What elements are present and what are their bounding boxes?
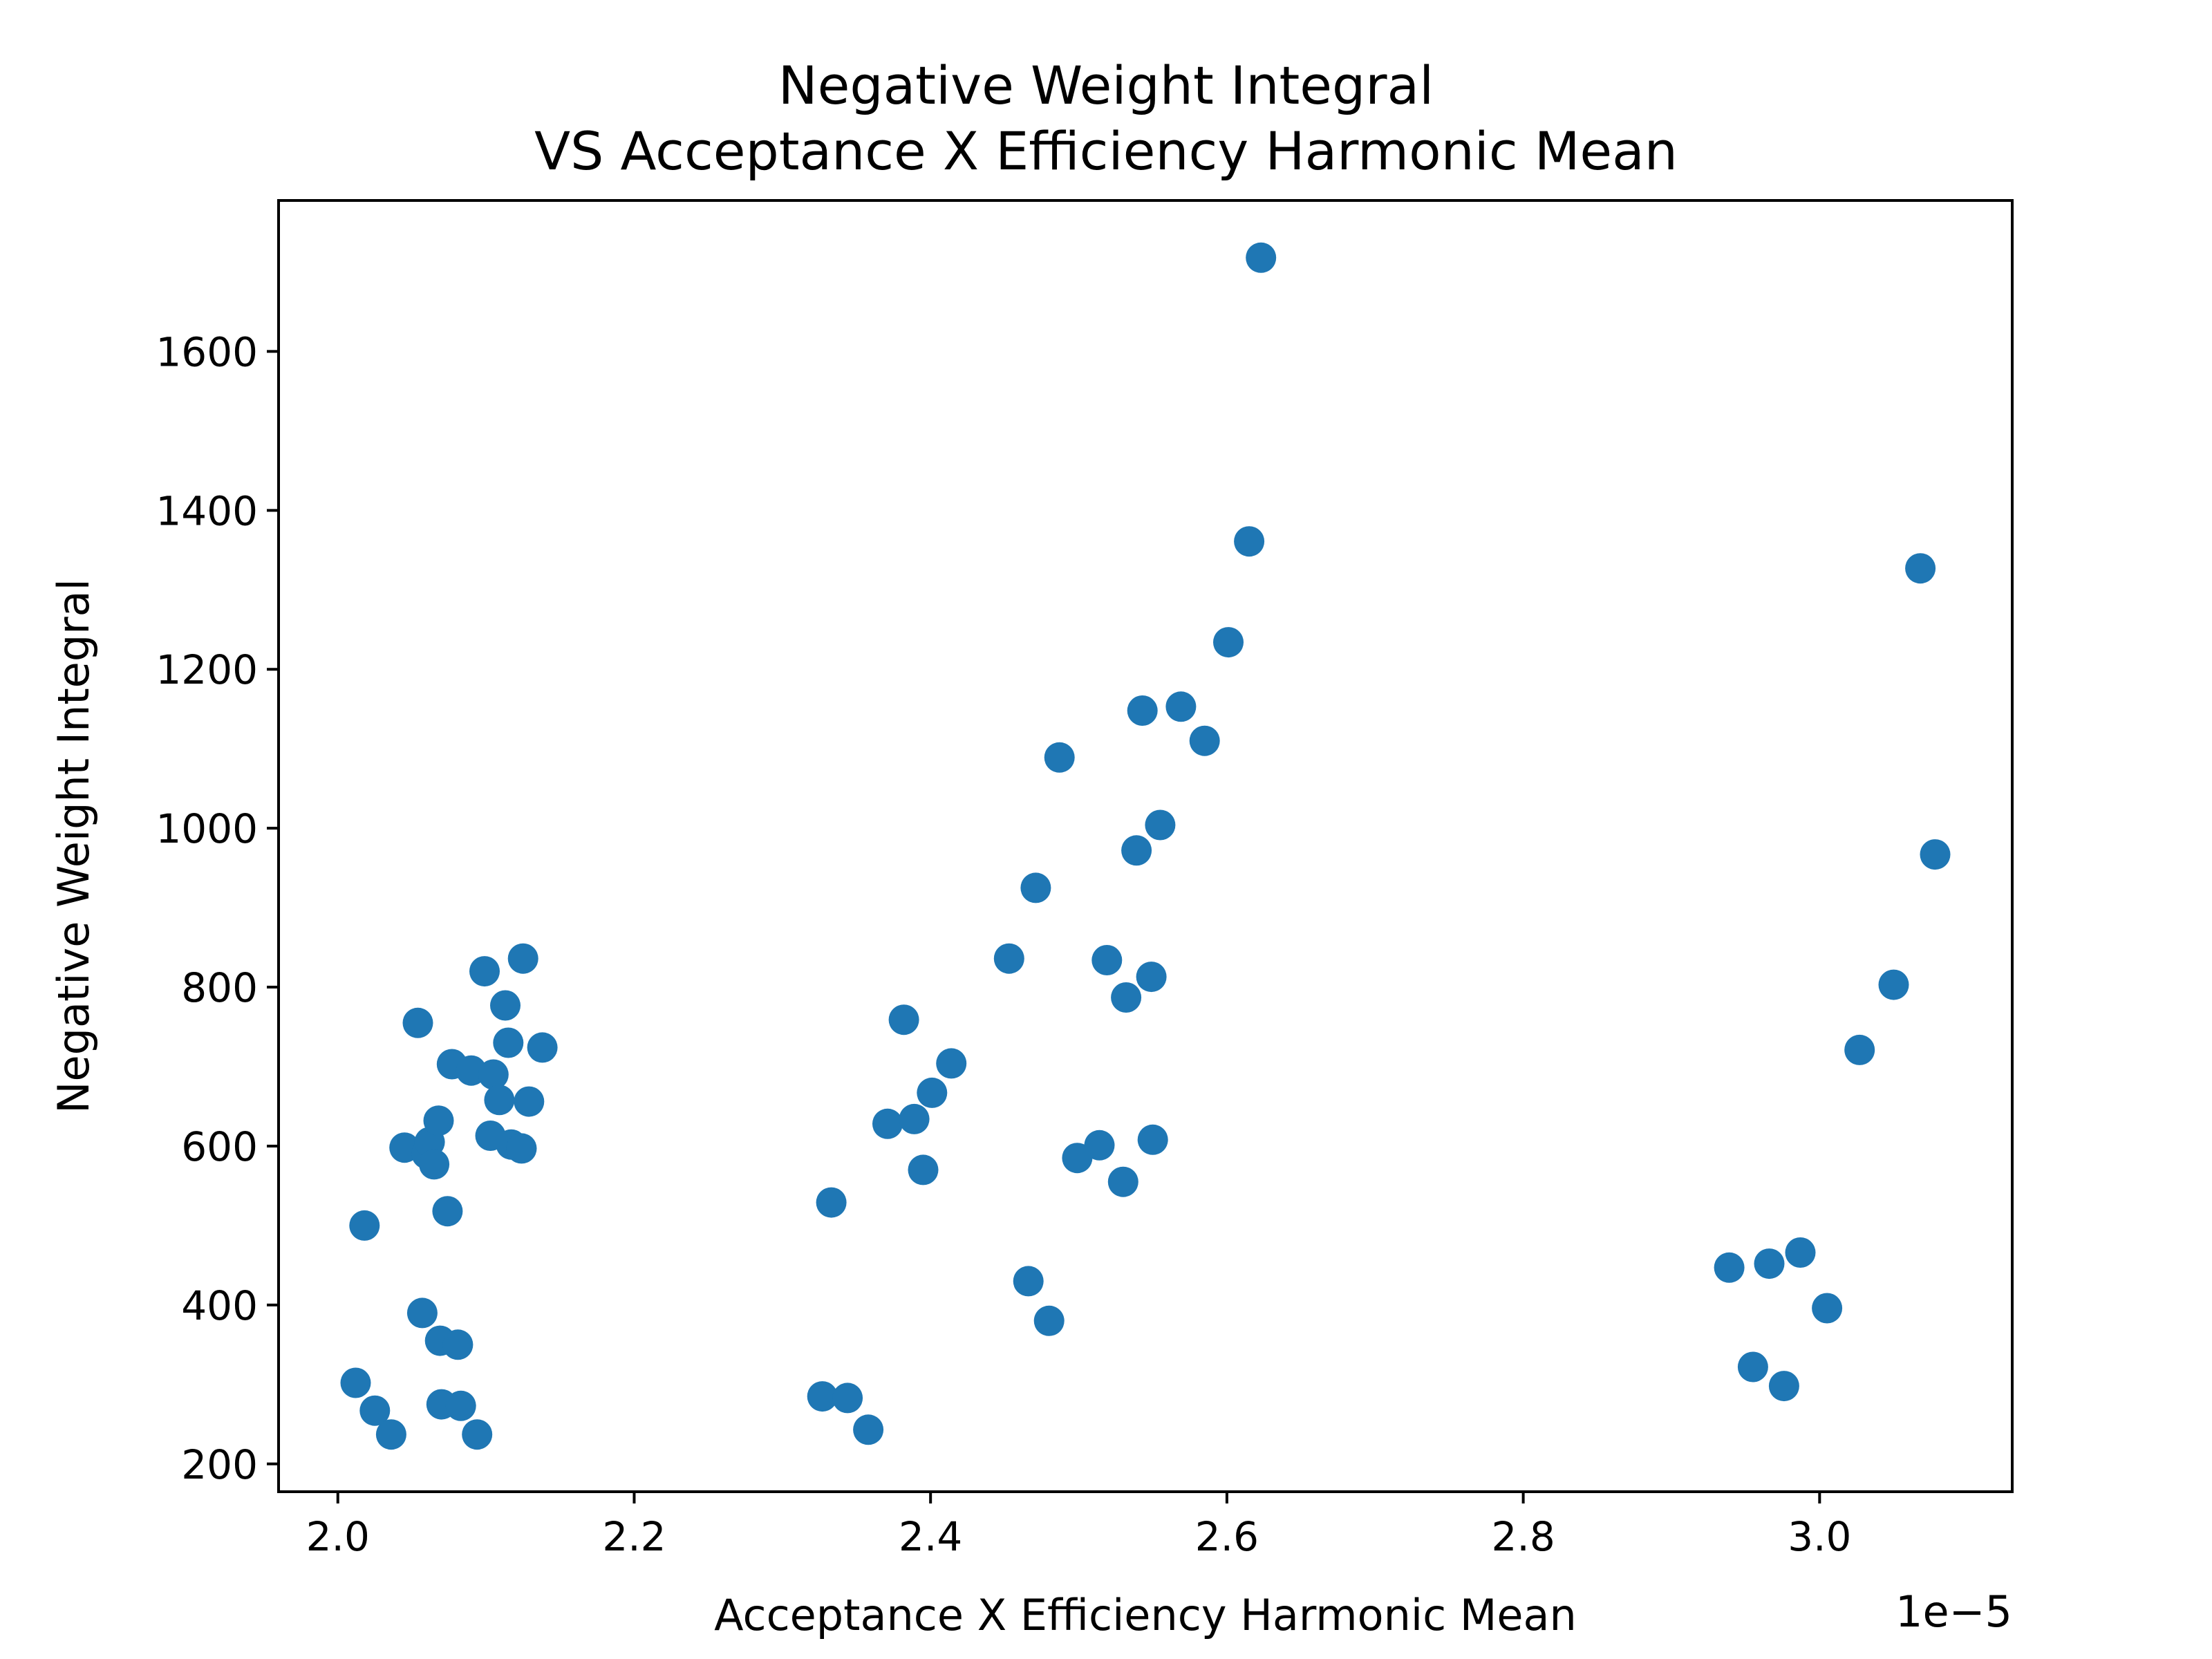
data-point bbox=[419, 1149, 450, 1180]
data-point bbox=[507, 943, 538, 974]
data-point bbox=[1136, 962, 1167, 993]
data-point bbox=[1091, 945, 1123, 975]
data-point bbox=[478, 1059, 509, 1090]
chart-title-line-1: Negative Weight Integral bbox=[778, 55, 1434, 116]
data-points-group bbox=[340, 242, 1951, 1450]
data-point bbox=[853, 1414, 884, 1445]
data-point bbox=[490, 990, 521, 1021]
data-point bbox=[1714, 1252, 1745, 1283]
plot-area-frame bbox=[277, 199, 2014, 1493]
x-axis-label: Acceptance X Efficiency Harmonic Mean bbox=[714, 1590, 1577, 1640]
data-point bbox=[807, 1381, 838, 1412]
data-point bbox=[506, 1133, 537, 1164]
data-point bbox=[359, 1395, 391, 1426]
data-point bbox=[1920, 839, 1951, 870]
data-point bbox=[1044, 742, 1075, 773]
data-point bbox=[1062, 1143, 1093, 1174]
data-point bbox=[917, 1077, 948, 1108]
data-point bbox=[340, 1367, 371, 1398]
data-point bbox=[1165, 691, 1197, 722]
data-point bbox=[1234, 526, 1265, 557]
y-tick-label: 1400 bbox=[156, 487, 258, 534]
data-point bbox=[1737, 1351, 1768, 1382]
data-point bbox=[1213, 627, 1244, 658]
data-point bbox=[445, 1390, 476, 1421]
data-point bbox=[1013, 1266, 1044, 1297]
data-point bbox=[402, 1007, 433, 1038]
data-point bbox=[375, 1419, 406, 1450]
data-point bbox=[1033, 1305, 1065, 1336]
data-point bbox=[899, 1103, 930, 1134]
data-point bbox=[1137, 1124, 1168, 1155]
data-point bbox=[1107, 1166, 1138, 1197]
data-point bbox=[832, 1382, 863, 1414]
data-point bbox=[993, 943, 1024, 974]
data-point bbox=[936, 1048, 967, 1079]
y-tick-label: 1000 bbox=[156, 805, 258, 852]
data-point bbox=[469, 956, 500, 987]
data-point bbox=[908, 1154, 939, 1185]
x-tick-label: 2.0 bbox=[306, 1513, 370, 1560]
data-point bbox=[1812, 1293, 1843, 1324]
y-tick-label: 800 bbox=[181, 964, 258, 1011]
data-point bbox=[484, 1085, 515, 1116]
data-point bbox=[462, 1419, 493, 1450]
x-tick-label: 2.8 bbox=[1491, 1513, 1555, 1560]
data-point bbox=[1844, 1034, 1875, 1065]
y-tick-label: 600 bbox=[181, 1123, 258, 1170]
data-point bbox=[1111, 982, 1142, 1013]
data-point bbox=[1121, 835, 1152, 866]
data-point bbox=[1189, 725, 1220, 756]
data-point bbox=[514, 1086, 545, 1117]
y-tick-label: 200 bbox=[181, 1441, 258, 1488]
data-point bbox=[493, 1027, 524, 1058]
data-point bbox=[1084, 1130, 1115, 1161]
data-point bbox=[527, 1032, 558, 1063]
data-point bbox=[1020, 872, 1051, 903]
data-point bbox=[423, 1105, 454, 1136]
data-point bbox=[1754, 1248, 1785, 1280]
data-point bbox=[1905, 553, 1936, 584]
y-axis-ticks: 200 400 600 800 1000 1200 1400 1600 bbox=[156, 328, 279, 1488]
data-point bbox=[1878, 969, 1909, 1000]
x-tick-label: 2.2 bbox=[602, 1513, 666, 1560]
data-point bbox=[816, 1187, 847, 1218]
data-point bbox=[1785, 1237, 1816, 1268]
data-point bbox=[888, 1004, 919, 1035]
data-point bbox=[406, 1297, 438, 1329]
x-axis-ticks: 2.0 2.2 2.4 2.6 2.8 3.0 bbox=[306, 1492, 1851, 1560]
y-tick-label: 1200 bbox=[156, 646, 258, 693]
data-point bbox=[1145, 809, 1176, 841]
data-point bbox=[1127, 695, 1158, 726]
chart-title-line-2: VS Acceptance X Efficiency Harmonic Mean bbox=[534, 120, 1678, 182]
x-tick-label: 2.4 bbox=[899, 1513, 962, 1560]
y-axis-label: Negative Weight Integral bbox=[48, 579, 99, 1114]
data-point bbox=[442, 1329, 474, 1360]
data-point bbox=[432, 1196, 463, 1227]
y-tick-label: 1600 bbox=[156, 328, 258, 375]
data-point bbox=[1246, 242, 1277, 273]
data-point bbox=[872, 1108, 903, 1139]
x-tick-label: 2.6 bbox=[1195, 1513, 1259, 1560]
x-axis-offset-label: 1e−5 bbox=[1895, 1586, 2012, 1637]
x-tick-label: 3.0 bbox=[1788, 1513, 1851, 1560]
data-point bbox=[1768, 1371, 1799, 1402]
data-point bbox=[349, 1210, 380, 1241]
y-tick-label: 400 bbox=[181, 1282, 258, 1329]
